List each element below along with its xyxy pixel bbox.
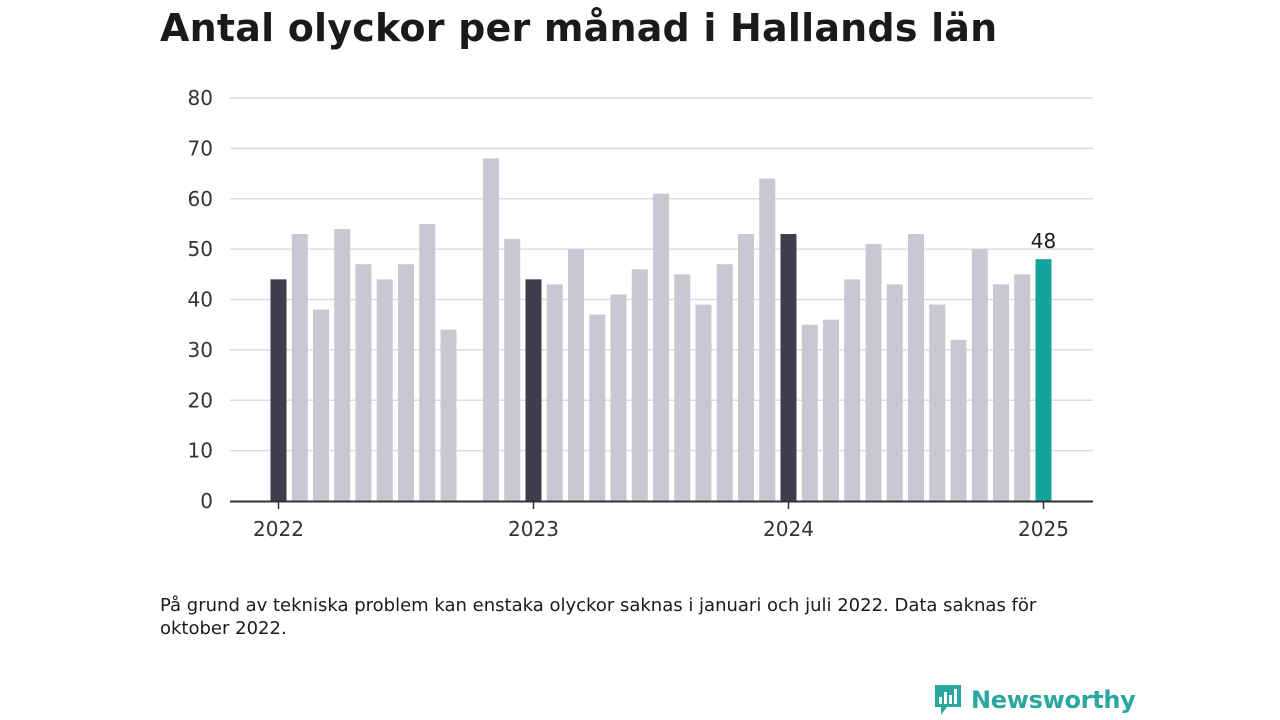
y-tick-label: 10 [188,439,213,463]
x-tick-label: 2023 [508,517,559,541]
bar-2023-01 [525,279,542,501]
bar-2023-11 [738,234,754,501]
bar-2024-11 [993,284,1009,501]
bar-2023-10 [716,264,733,501]
x-tick-label: 2025 [1018,517,1069,541]
bars [270,158,1052,502]
bar-2022-04 [334,228,351,501]
data-labels: 48 [1031,229,1056,253]
bar-2024-06 [886,284,903,501]
y-tick-label: 80 [188,86,213,110]
data-label: 48 [1031,229,1056,253]
bar-2022-12 [504,239,521,502]
x-axis-tick-labels: 2022 2023 2024 2025 [253,501,1069,541]
bar-2022-06 [376,279,393,501]
y-tick-label: 30 [188,338,213,362]
bar-2023-08 [674,274,691,501]
bar-2023-02 [546,284,563,501]
brand-logo: Newsworthy [933,683,1136,717]
bar-2024-03 [823,319,839,501]
bar-2023-07 [653,193,669,501]
bar-2024-09 [950,339,967,501]
y-tick-label: 40 [188,288,213,312]
bar-2022-05 [355,264,372,501]
bar-2024-01 [780,234,797,501]
brand-name: Newsworthy [971,686,1136,714]
bar-2023-05 [610,294,627,501]
y-tick-label: 50 [188,237,213,261]
bar-2023-12 [759,178,776,501]
bar-2024-08 [929,304,946,501]
chart-title: Antal olyckor per månad i Hallands län [160,6,998,50]
bar-2023-09 [695,304,712,501]
y-tick-label: 0 [200,489,213,513]
bar-2024-02 [801,324,818,501]
x-tick-label: 2024 [763,517,814,541]
bar-2023-04 [589,314,606,501]
y-axis-tick-labels: 0 10 20 30 40 50 60 70 80 [188,86,213,513]
bar-2025-01 [1035,259,1052,501]
y-tick-label: 20 [188,388,213,412]
bar-2022-11 [483,158,499,501]
bar-2023-06 [631,269,648,501]
bar-2024-04 [844,279,861,501]
bar-2022-09 [440,329,457,501]
bar-2022-08 [419,223,436,501]
x-tick-label: 2022 [253,517,304,541]
bar-2024-05 [865,244,882,501]
bar-2022-02 [291,234,308,501]
bar-2024-10 [971,249,988,501]
newsworthy-logo-icon [935,685,961,715]
bar-2022-07 [398,264,414,501]
y-tick-label: 60 [188,187,213,211]
bar-chart: 0 10 20 30 40 50 60 70 80 2022 2023 2024 2025 48 [188,86,1093,541]
bar-2023-03 [568,249,584,501]
bar-2024-07 [908,234,924,501]
bar-2022-03 [313,309,329,501]
y-tick-label: 70 [188,136,213,160]
bar-2024-12 [1014,274,1031,501]
footnote: På grund av tekniska problem kan enstaka… [160,595,1037,639]
bar-2022-01 [270,279,287,501]
